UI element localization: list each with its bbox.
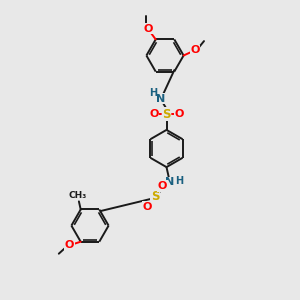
Text: O: O xyxy=(143,202,152,212)
Text: O: O xyxy=(64,240,74,250)
Text: H: H xyxy=(175,176,183,186)
Text: N: N xyxy=(157,94,166,104)
Text: S: S xyxy=(162,108,171,121)
Text: N: N xyxy=(165,177,174,187)
Text: O: O xyxy=(174,109,184,119)
Text: O: O xyxy=(143,24,153,34)
Text: O: O xyxy=(149,109,159,119)
Text: CH₃: CH₃ xyxy=(69,191,87,200)
Text: H: H xyxy=(148,88,157,98)
Text: S: S xyxy=(151,190,159,203)
Text: O: O xyxy=(158,181,167,191)
Text: O: O xyxy=(190,45,200,55)
